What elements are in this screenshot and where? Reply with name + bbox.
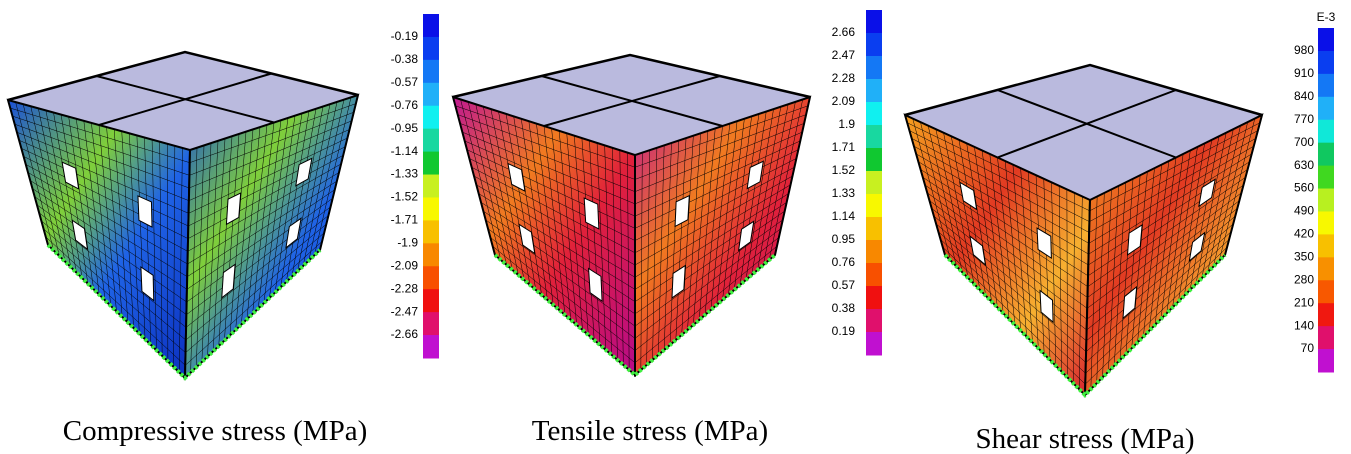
legend-swatch xyxy=(1318,303,1334,326)
legend-swatch xyxy=(866,171,882,195)
legend-swatch xyxy=(866,102,882,126)
legend-swatch xyxy=(423,106,439,129)
legend-label: -0.19 xyxy=(391,29,419,43)
legend-swatch xyxy=(866,263,882,287)
legend-label: 770 xyxy=(1294,112,1314,126)
legend-swatch xyxy=(866,286,882,310)
legend-swatch xyxy=(1318,234,1334,257)
legend-label: 910 xyxy=(1294,66,1314,80)
legend-label: -1.9 xyxy=(397,236,418,250)
legend-label: 2.28 xyxy=(832,71,856,85)
legend-swatch xyxy=(866,309,882,333)
legend-swatch xyxy=(866,10,882,34)
legend-label: -0.76 xyxy=(391,98,419,112)
legend-swatch xyxy=(1318,120,1334,143)
legend-label: 280 xyxy=(1294,272,1314,286)
legend-swatch xyxy=(866,217,882,241)
legend-swatch xyxy=(866,332,882,356)
legend-swatch xyxy=(1318,326,1334,349)
legend-swatch xyxy=(1318,257,1334,280)
legend-swatch xyxy=(1318,97,1334,120)
legend-swatch xyxy=(423,197,439,220)
legend-swatch xyxy=(423,312,439,335)
legend-swatch xyxy=(423,175,439,198)
legend-swatch xyxy=(1318,143,1334,166)
legend-label: 0.76 xyxy=(832,255,856,269)
legend-swatch xyxy=(423,14,439,37)
caption: Tensile stress (MPa) xyxy=(532,415,768,447)
legend-label: 1.71 xyxy=(832,140,856,154)
caption: Compressive stress (MPa) xyxy=(63,415,367,447)
legend-swatch xyxy=(1318,74,1334,97)
legend-label: 210 xyxy=(1294,295,1314,309)
legend-swatch xyxy=(866,56,882,80)
legend-swatch xyxy=(423,152,439,175)
legend-swatch xyxy=(423,266,439,289)
legend-label: 2.47 xyxy=(832,48,856,62)
legend-swatch xyxy=(423,335,439,358)
legend-label: -0.95 xyxy=(391,121,419,135)
legend-label: -1.71 xyxy=(391,213,419,227)
legend-swatch xyxy=(1318,51,1334,74)
legend-swatch xyxy=(866,125,882,149)
legend-label: 420 xyxy=(1294,227,1314,241)
legend-label: 630 xyxy=(1294,158,1314,172)
legend-swatch xyxy=(423,83,439,106)
legend-label: 0.19 xyxy=(832,324,856,338)
legend-label: -2.09 xyxy=(391,258,419,272)
legend-label: 350 xyxy=(1294,250,1314,264)
legend-swatch xyxy=(1318,280,1334,303)
legend-label: -1.33 xyxy=(391,167,419,181)
legend-label: 2.66 xyxy=(832,25,856,39)
legend-label: 1.52 xyxy=(832,163,856,177)
legend-label: -0.38 xyxy=(391,52,419,66)
legend-label: -0.57 xyxy=(391,75,419,89)
legend-label: 560 xyxy=(1294,181,1314,195)
legend-swatch xyxy=(866,148,882,172)
wall-face xyxy=(8,100,190,378)
legend-label: -1.52 xyxy=(391,190,419,204)
legend-label: 490 xyxy=(1294,204,1314,218)
caption: Shear stress (MPa) xyxy=(975,423,1194,454)
legend-label: 980 xyxy=(1294,43,1314,57)
legend-swatch xyxy=(423,289,439,312)
legend-swatch xyxy=(1318,189,1334,212)
legend-unit: E-3 xyxy=(1317,10,1336,24)
legend-swatch xyxy=(423,220,439,243)
legend-label: 0.95 xyxy=(832,232,856,246)
legend-label: -2.47 xyxy=(391,304,419,318)
legend-swatch xyxy=(1318,211,1334,234)
legend-swatch xyxy=(1318,166,1334,189)
legend-label: 700 xyxy=(1294,135,1314,149)
legend-label: -1.14 xyxy=(391,144,419,158)
legend-swatch xyxy=(866,240,882,264)
legend-label: 0.38 xyxy=(832,301,856,315)
legend-swatch xyxy=(423,37,439,60)
legend-swatch xyxy=(866,33,882,57)
legend-swatch xyxy=(423,243,439,266)
legend-label: 1.14 xyxy=(832,209,856,223)
legend-swatch xyxy=(423,129,439,152)
legend-label: 840 xyxy=(1294,89,1314,103)
legend-swatch xyxy=(866,79,882,103)
legend-label: 0.57 xyxy=(832,278,856,292)
legend-label: -2.28 xyxy=(391,281,419,295)
legend-swatch xyxy=(1318,349,1334,372)
legend-swatch xyxy=(866,194,882,218)
legend-label: 70 xyxy=(1301,341,1315,355)
legend-swatch xyxy=(423,60,439,83)
legend-label: 2.09 xyxy=(832,94,856,108)
legend-label: -2.66 xyxy=(391,327,419,341)
legend-label: 140 xyxy=(1294,318,1314,332)
legend-swatch xyxy=(1318,28,1334,51)
legend-label: 1.33 xyxy=(832,186,856,200)
legend-label: 1.9 xyxy=(838,117,855,131)
figure: Compressive stress (MPa) Tensile stress … xyxy=(0,0,1351,454)
